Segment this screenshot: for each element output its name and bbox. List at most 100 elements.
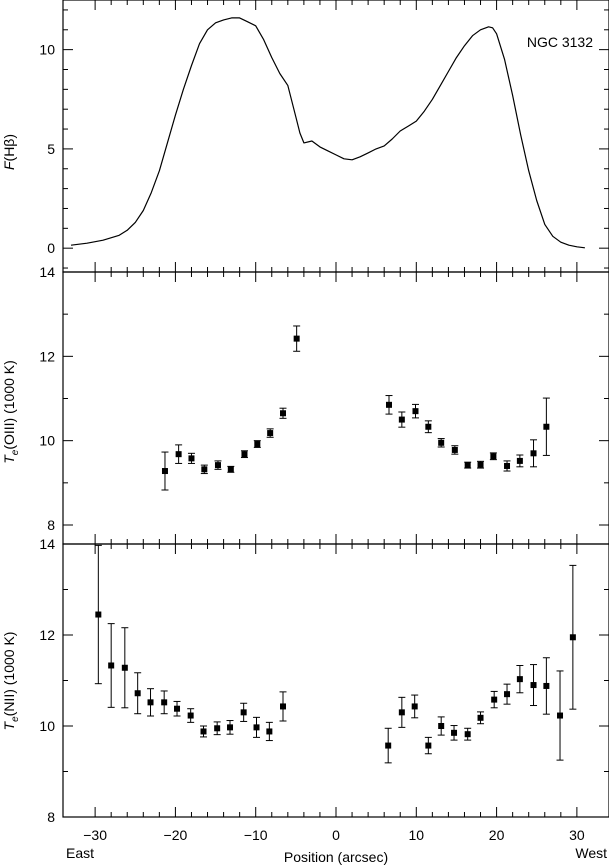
data-marker bbox=[214, 462, 221, 469]
data-marker bbox=[504, 462, 511, 469]
panel-hbeta-flux: 0 5 10 bbox=[39, 0, 609, 273]
data-marker bbox=[200, 728, 207, 735]
data-marker bbox=[253, 724, 260, 731]
y-tick-label: 8 bbox=[47, 517, 55, 533]
data-point bbox=[121, 627, 129, 709]
data-point bbox=[464, 727, 472, 741]
data-marker bbox=[293, 335, 300, 342]
data-marker bbox=[241, 451, 248, 458]
data-point bbox=[147, 688, 155, 717]
y-label-hbeta: F(Hβ) bbox=[1, 134, 17, 170]
data-marker bbox=[504, 691, 511, 698]
data-marker bbox=[240, 709, 247, 716]
x-tick-label: −30 bbox=[83, 827, 107, 843]
data-point bbox=[384, 727, 392, 764]
data-point bbox=[398, 696, 406, 728]
data-marker bbox=[477, 714, 484, 721]
data-marker bbox=[557, 712, 564, 719]
data-marker bbox=[412, 408, 419, 415]
data-point bbox=[464, 461, 472, 469]
data-point bbox=[265, 721, 273, 742]
x-tick-label: 10 bbox=[409, 827, 425, 843]
data-point bbox=[437, 716, 445, 736]
data-point bbox=[107, 623, 115, 708]
data-point bbox=[134, 672, 142, 715]
data-point bbox=[542, 397, 550, 456]
data-point bbox=[437, 438, 445, 448]
data-marker bbox=[411, 703, 418, 710]
panel-te-nii: 8 10 12 14 −30 −20 −10 0 10 20 30 bbox=[39, 536, 609, 843]
y-label-te-oiii: Te(OIII) (1000 K) bbox=[1, 360, 21, 464]
data-point bbox=[477, 711, 485, 725]
data-point bbox=[175, 444, 183, 464]
data-marker bbox=[569, 634, 576, 641]
data-marker bbox=[425, 423, 432, 430]
y-label-te-nii: Te(NII) (1000 K) bbox=[1, 632, 21, 731]
data-point bbox=[530, 439, 538, 468]
data-point bbox=[451, 445, 459, 455]
data-point bbox=[200, 464, 208, 475]
data-marker bbox=[464, 731, 471, 738]
data-marker bbox=[491, 696, 498, 703]
y-tick-label: 5 bbox=[47, 141, 55, 157]
plot-frame bbox=[62, 543, 609, 818]
y-tick-label: 12 bbox=[39, 348, 55, 364]
x-tick-label: 20 bbox=[489, 827, 505, 843]
y-label-nii-symbol: T bbox=[1, 720, 17, 730]
data-point bbox=[187, 708, 195, 723]
data-marker bbox=[187, 712, 194, 719]
y-tick-label: 0 bbox=[47, 240, 55, 256]
data-point bbox=[213, 721, 221, 736]
data-marker bbox=[121, 664, 128, 671]
data-marker bbox=[214, 725, 221, 732]
x-tick-label: 0 bbox=[332, 827, 340, 843]
data-point bbox=[240, 702, 248, 722]
data-point bbox=[279, 407, 287, 419]
data-point bbox=[293, 325, 301, 352]
data-marker bbox=[147, 699, 154, 706]
data-marker bbox=[227, 466, 234, 473]
data-marker bbox=[516, 457, 523, 464]
x-tick-label: −20 bbox=[164, 827, 188, 843]
y-tick-label: 12 bbox=[39, 627, 55, 643]
data-marker bbox=[254, 441, 261, 448]
data-marker bbox=[490, 453, 497, 460]
hbeta-flux-line bbox=[70, 17, 585, 249]
data-point bbox=[424, 420, 432, 434]
data-point bbox=[214, 460, 222, 470]
east-label: East bbox=[66, 845, 94, 861]
data-point bbox=[226, 720, 234, 735]
data-point bbox=[173, 700, 181, 717]
data-point bbox=[569, 564, 577, 710]
data-point bbox=[516, 664, 524, 694]
data-marker bbox=[425, 742, 432, 749]
x-tick-label: −10 bbox=[244, 827, 268, 843]
data-marker bbox=[95, 611, 102, 618]
data-marker bbox=[161, 699, 168, 706]
data-point bbox=[398, 411, 406, 428]
data-marker bbox=[267, 430, 274, 437]
data-marker bbox=[516, 676, 523, 683]
y-tick-label: 14 bbox=[39, 264, 55, 280]
x-tick-label: 30 bbox=[569, 827, 585, 843]
data-marker bbox=[108, 662, 115, 669]
data-point bbox=[200, 725, 208, 738]
data-point bbox=[424, 736, 432, 755]
y-label-nii-subscript: e bbox=[10, 716, 21, 722]
west-label: West bbox=[575, 845, 607, 861]
y-label-hbeta-rest: (Hβ) bbox=[1, 134, 17, 162]
data-point bbox=[161, 451, 169, 491]
data-marker bbox=[385, 742, 392, 749]
data-marker bbox=[201, 466, 208, 473]
data-marker bbox=[530, 450, 537, 457]
data-marker bbox=[134, 690, 141, 697]
data-point bbox=[187, 452, 195, 464]
data-marker bbox=[530, 682, 537, 689]
y-label-oiii-rest: (OIII) (1000 K) bbox=[1, 360, 17, 449]
data-marker bbox=[280, 703, 287, 710]
data-point bbox=[385, 395, 393, 415]
data-marker bbox=[266, 728, 273, 735]
object-label: NGC 3132 bbox=[527, 34, 593, 50]
data-point bbox=[227, 465, 235, 473]
